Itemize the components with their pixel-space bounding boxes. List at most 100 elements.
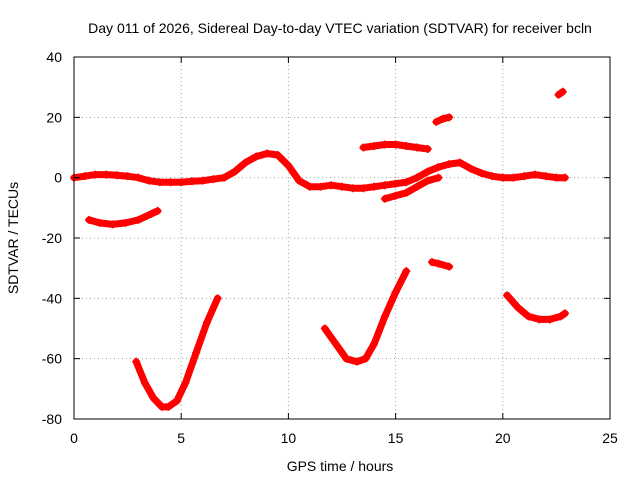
data-point-seg-above-1 (423, 145, 432, 154)
data-point-seg-early-low (108, 220, 117, 229)
x-tick-label: 25 (602, 430, 618, 446)
data-point-baseline (305, 182, 314, 191)
data-point-seg-dip-1 (164, 402, 173, 411)
data-point-seg-low-2 (445, 262, 454, 271)
data-point-seg-early-low (121, 218, 130, 227)
data-point-seg-tail-dip (503, 291, 512, 300)
data-point-baseline (166, 178, 175, 187)
data-point-baseline (498, 173, 507, 182)
data-point-seg-early-low (147, 209, 156, 218)
x-axis-label: GPS time / hours (287, 458, 394, 474)
data-point-baseline (145, 176, 154, 185)
data-point-seg-low-2 (434, 259, 443, 268)
data-point-seg-above-2 (438, 114, 447, 123)
data-point-baseline (252, 152, 261, 161)
data-point-baseline (541, 172, 550, 181)
data-point-baseline (102, 170, 111, 179)
data-point-seg-dip-1 (213, 294, 222, 303)
x-tick-label: 0 (70, 430, 78, 446)
data-point-seg-lower-rise (391, 191, 400, 200)
y-tick-label: 40 (46, 49, 62, 65)
data-point-baseline (134, 173, 143, 182)
tick-marks (73, 56, 611, 420)
data-point-baseline (370, 182, 379, 191)
data-point-seg-early-low (95, 218, 104, 227)
data-point-seg-dip-2 (353, 357, 362, 366)
data-point-seg-dip-1 (202, 318, 211, 327)
data-point-seg-above-1 (370, 141, 379, 150)
data-point-baseline (348, 184, 357, 193)
data-point-seg-dip-2 (391, 288, 400, 297)
data-point-seg-tail-dip (560, 309, 569, 318)
data-point-baseline (284, 161, 293, 170)
data-point-baseline (445, 160, 454, 169)
data-point-seg-lower-rise (423, 176, 432, 185)
data-point-seg-lower-rise (434, 173, 443, 182)
data-point-baseline (112, 171, 121, 180)
data-point-seg-above-1 (391, 140, 400, 149)
data-point-baseline (466, 164, 475, 173)
data-point-seg-early-low (85, 215, 94, 224)
x-tick-label: 15 (388, 430, 404, 446)
data-point-seg-top-right (558, 87, 567, 96)
data-point-seg-above-1 (359, 143, 368, 152)
data-point-baseline (198, 176, 207, 185)
data-point-baseline (560, 173, 569, 182)
data-point-baseline (477, 169, 486, 178)
data-point-seg-lower-rise (413, 182, 422, 191)
y-axis-label: SDTVAR / TECUs (5, 182, 21, 294)
x-tick-label: 10 (281, 430, 297, 446)
y-tick-label: 20 (46, 109, 62, 125)
data-point-baseline (391, 179, 400, 188)
grid-lines (74, 57, 610, 419)
data-point-baseline (530, 170, 539, 179)
data-point-baseline (423, 167, 432, 176)
data-point-baseline (488, 172, 497, 181)
data-point-seg-early-low (134, 215, 143, 224)
data-point-baseline (434, 163, 443, 172)
y-tick-label: -20 (42, 230, 62, 246)
data-point-baseline (262, 149, 271, 158)
data-point-seg-above-2 (445, 113, 454, 122)
y-tick-label: -80 (42, 411, 62, 427)
data-point-seg-dip-2 (370, 339, 379, 348)
data-point-baseline (520, 172, 529, 181)
data-point-baseline (552, 173, 561, 182)
data-point-seg-lower-rise (402, 188, 411, 197)
data-point-baseline (402, 178, 411, 187)
y-tick-label: 0 (54, 170, 62, 186)
data-point-seg-dip-1 (132, 357, 141, 366)
data-point-baseline (241, 158, 250, 167)
chart-title: Day 011 of 2026, Sidereal Day-to-day VTE… (88, 20, 592, 36)
data-point-seg-tail-dip (556, 312, 565, 321)
data-point-seg-above-1 (380, 140, 389, 149)
data-point-baseline (295, 176, 304, 185)
data-point-seg-dip-2 (402, 267, 411, 276)
data-point-seg-tail-dip (524, 312, 533, 321)
x-tick-label: 5 (177, 430, 185, 446)
data-point-seg-dip-1 (149, 393, 158, 402)
data-point-seg-above-1 (402, 141, 411, 150)
data-point-baseline (316, 182, 325, 191)
x-tick-labels: 0 5 10 15 20 25 (70, 430, 618, 446)
data-point-baseline (338, 182, 346, 191)
data-point-seg-tail-dip (535, 315, 544, 324)
data-point-baseline (273, 151, 282, 160)
x-tick-label: 20 (495, 430, 511, 446)
data-point-baseline (91, 170, 100, 179)
data-point-seg-dip-1 (140, 378, 149, 387)
data-point-seg-dip-2 (342, 354, 351, 363)
data-point-baseline (380, 181, 389, 190)
data-point-seg-lower-rise (380, 194, 389, 203)
data-point-baseline (327, 181, 336, 190)
data-point-seg-dip-1 (181, 378, 190, 387)
y-tick-label: -40 (42, 290, 62, 306)
data-point-baseline (455, 158, 464, 167)
series-seg-dip-2 (321, 267, 410, 366)
data-point-seg-top-right (554, 90, 563, 99)
data-point-seg-dip-2 (331, 339, 340, 348)
data-point-baseline (80, 172, 89, 181)
data-point-seg-tail-dip (513, 303, 522, 312)
data-point-baseline (177, 178, 186, 187)
data-point-baseline (209, 175, 218, 184)
